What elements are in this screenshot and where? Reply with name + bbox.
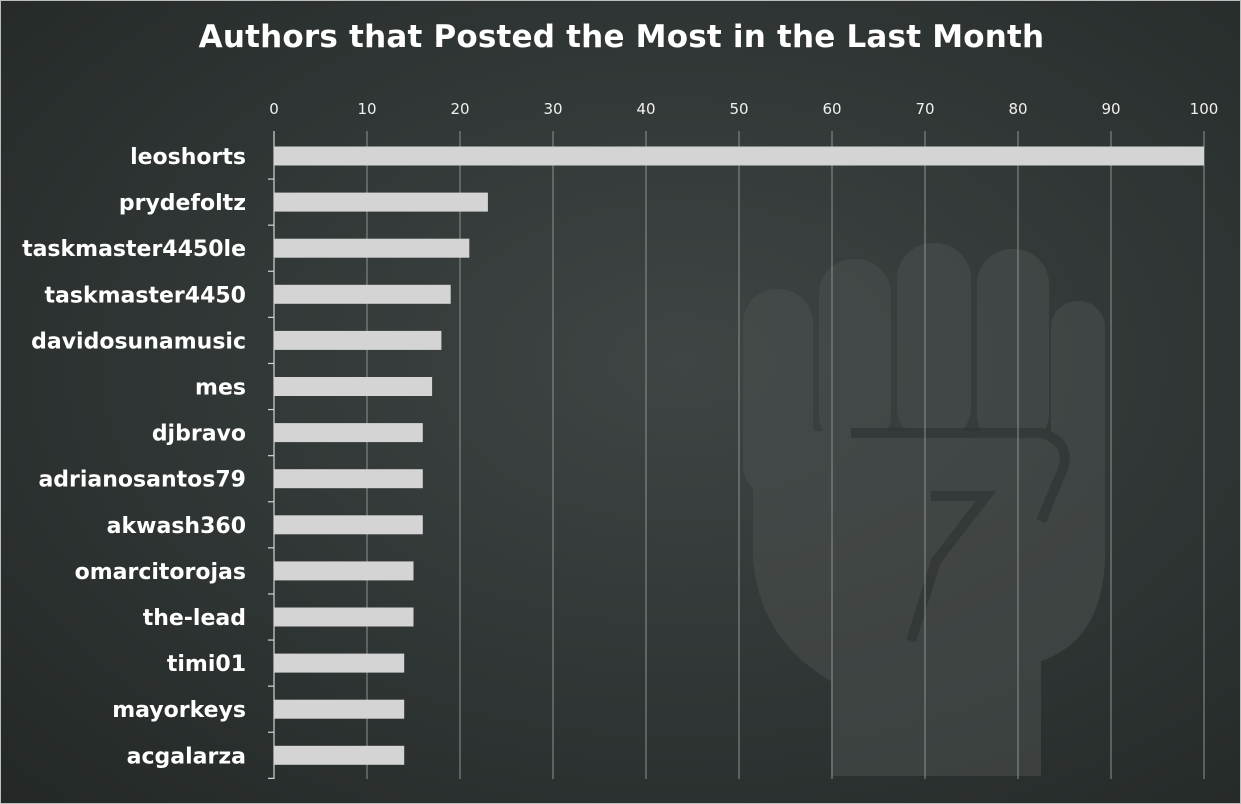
fist-thumb-outline: [851, 428, 1070, 643]
x-tick-label: 20: [450, 100, 469, 118]
category-label: prydefoltz: [119, 191, 246, 216]
category-label: mes: [195, 376, 246, 401]
bar: [274, 423, 423, 443]
category-label: djbravo: [152, 422, 246, 447]
category-label: the-lead: [143, 606, 246, 631]
bar: [274, 284, 451, 304]
bar: [274, 745, 405, 765]
bar: [274, 146, 1204, 166]
x-tick-label: 90: [1101, 100, 1120, 118]
bar: [274, 469, 423, 489]
bars-layer: [274, 146, 1204, 765]
x-tick-label: 40: [636, 100, 655, 118]
category-label: timi01: [167, 652, 246, 677]
category-label: omarcitorojas: [75, 560, 246, 585]
category-label: mayorkeys: [112, 698, 246, 723]
bar: [274, 561, 414, 581]
x-axis-ticks: 0 10 20 30 40 50 60 70 80 90 100: [269, 100, 1218, 118]
y-axis-categories: leoshorts prydefoltz taskmaster4450le taskm…: [22, 145, 274, 779]
bar: [274, 330, 442, 350]
x-tick-label: 50: [729, 100, 748, 118]
bar: [274, 192, 488, 212]
x-tick-label: 100: [1190, 100, 1219, 118]
bar: [274, 515, 423, 535]
bar: [274, 699, 405, 719]
x-tick-label: 10: [357, 100, 376, 118]
category-label: davidosunamusic: [31, 329, 246, 354]
category-label: acgalarza: [127, 744, 246, 769]
bar: [274, 377, 433, 396]
category-label: akwash360: [107, 514, 246, 539]
x-tick-label: 60: [822, 100, 841, 118]
bar: [274, 607, 414, 627]
category-label: taskmaster4450le: [22, 237, 246, 262]
x-tick-label: 80: [1008, 100, 1027, 118]
raised-fist-icon: [743, 243, 1105, 776]
category-label: adrianosantos79: [38, 468, 246, 493]
x-tick-label: 30: [543, 100, 562, 118]
category-label: taskmaster4450: [45, 283, 246, 308]
x-tick-label: 70: [915, 100, 934, 118]
bar: [274, 238, 470, 258]
bar: [274, 653, 405, 673]
category-label: leoshorts: [130, 145, 246, 170]
x-tick-label: 0: [269, 100, 279, 118]
chart-title: Authors that Posted the Most in the Last…: [198, 19, 1045, 55]
grid-layer: [366, 131, 1205, 779]
